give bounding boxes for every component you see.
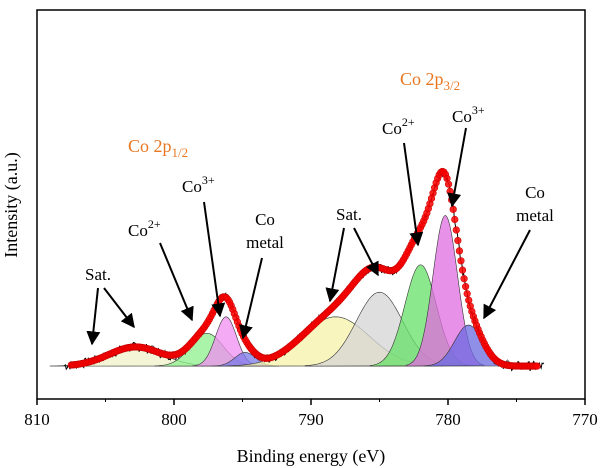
label-co3-left-main: Co bbox=[182, 177, 202, 196]
label-co2-left-main: Co bbox=[128, 221, 148, 240]
x-tick-label: 780 bbox=[435, 410, 461, 429]
label-cometal-left-2: metal bbox=[246, 233, 284, 252]
x-tick-label: 800 bbox=[161, 410, 187, 429]
envelope-point bbox=[446, 187, 454, 195]
envelope-point bbox=[455, 247, 464, 255]
x-axis-ticks: 810 800 790 780 770 bbox=[24, 399, 598, 429]
arrow-sat-right-2 bbox=[353, 227, 379, 277]
label-co2-left-sup: 2+ bbox=[148, 217, 161, 231]
label-co-2p32-main: Co 2p bbox=[400, 69, 444, 89]
label-co3-left-sup: 3+ bbox=[202, 173, 215, 187]
x-axis-title: Binding energy (eV) bbox=[237, 446, 386, 467]
label-co3-right-main: Co bbox=[452, 107, 472, 126]
label-co2-right: Co2+ bbox=[382, 115, 415, 138]
x-tick-label: 770 bbox=[572, 410, 598, 429]
arrow-co3-right bbox=[447, 127, 467, 208]
label-co2-right-main: Co bbox=[382, 119, 402, 138]
label-cometal-right-2: metal bbox=[516, 206, 554, 225]
label-co-2p12: Co 2p1/2 bbox=[128, 136, 188, 160]
envelope-point bbox=[465, 296, 473, 304]
envelope-point bbox=[462, 283, 470, 291]
label-cometal-right-1: Co bbox=[525, 183, 545, 202]
envelope-point bbox=[533, 362, 541, 370]
label-cometal-left-1: Co bbox=[255, 210, 275, 229]
label-co3-left: Co3+ bbox=[182, 173, 215, 196]
envelope-point bbox=[457, 257, 465, 265]
arrow-cometal-right bbox=[483, 229, 531, 320]
label-co-2p12-main: Co 2p bbox=[128, 136, 172, 156]
label-co3-right-sup: 3+ bbox=[472, 103, 485, 117]
arrow-cometal-left bbox=[239, 257, 263, 340]
label-sat-left: Sat. bbox=[85, 265, 111, 284]
peak-annotations: Co 2p1/2 Co 2p3/2 Sat. Co2+ Co3+ Co meta… bbox=[85, 69, 554, 346]
arrow-sat-right-1 bbox=[325, 227, 345, 303]
arrow-co2-right bbox=[403, 142, 424, 247]
x-tick-label: 790 bbox=[298, 410, 324, 429]
label-sat-right: Sat. bbox=[336, 205, 362, 224]
envelope-point bbox=[460, 275, 468, 283]
envelope-point bbox=[444, 180, 453, 188]
label-co-2p32: Co 2p3/2 bbox=[400, 69, 460, 93]
label-co3-right: Co3+ bbox=[452, 103, 485, 126]
arrow-sat-left-1 bbox=[86, 287, 101, 346]
label-co2-left: Co2+ bbox=[128, 217, 161, 240]
x-tick-label: 810 bbox=[24, 410, 50, 429]
arrow-co2-left bbox=[159, 242, 194, 322]
arrow-sat-left-2 bbox=[103, 287, 135, 329]
envelope-point bbox=[449, 205, 457, 213]
envelope-point bbox=[451, 215, 459, 224]
envelope-point bbox=[454, 236, 462, 245]
label-co-2p12-sub: 1/2 bbox=[172, 145, 189, 160]
y-axis-title: Intensity (a.u.) bbox=[1, 152, 22, 257]
envelope-point bbox=[452, 226, 460, 234]
label-co2-right-sup: 2+ bbox=[402, 115, 415, 129]
envelope-point bbox=[463, 290, 471, 298]
label-co-2p32-sub: 3/2 bbox=[444, 78, 461, 93]
fitted-envelope bbox=[67, 167, 541, 370]
envelope-point bbox=[458, 266, 467, 274]
arrow-co3-left bbox=[203, 201, 226, 318]
